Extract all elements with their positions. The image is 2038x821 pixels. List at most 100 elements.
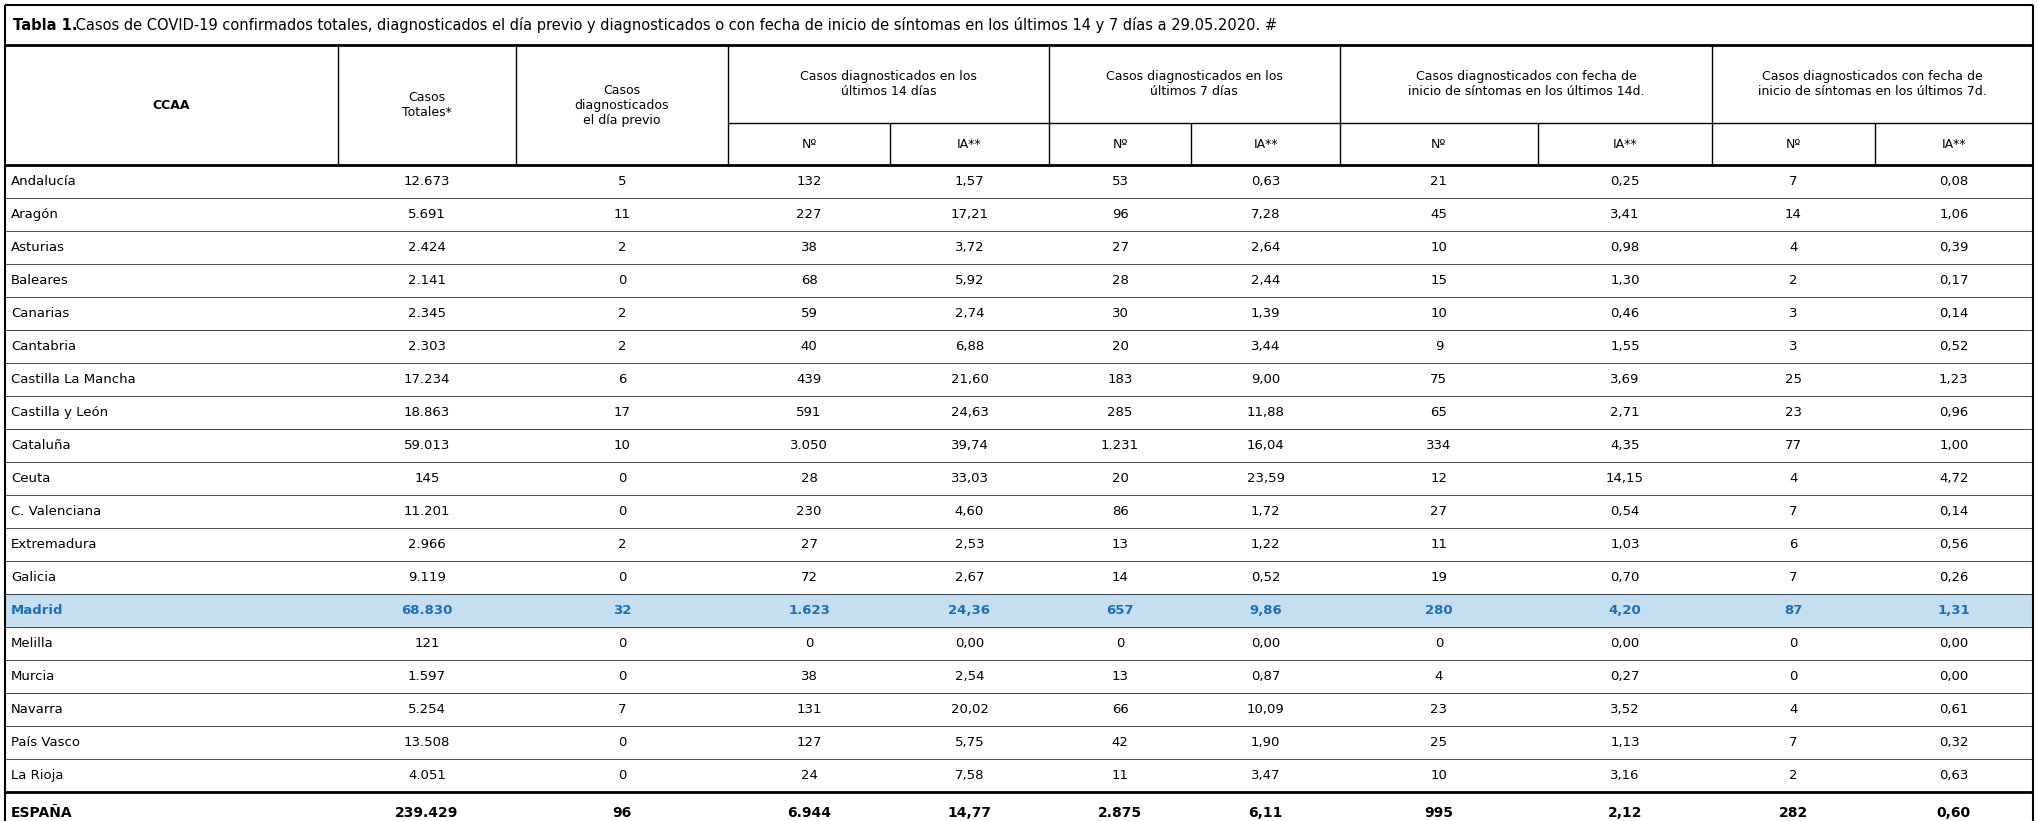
Text: 24,36: 24,36	[948, 604, 990, 617]
Text: 7: 7	[1789, 505, 1798, 518]
Text: 24: 24	[801, 769, 817, 782]
Text: 3: 3	[1789, 307, 1798, 320]
Text: 3,44: 3,44	[1251, 340, 1280, 353]
Text: 42: 42	[1111, 736, 1129, 749]
Text: Melilla: Melilla	[10, 637, 53, 650]
Text: 87: 87	[1783, 604, 1802, 617]
Text: 3,72: 3,72	[954, 241, 984, 254]
Text: 439: 439	[797, 373, 821, 386]
Text: Murcia: Murcia	[10, 670, 55, 683]
Text: 11,88: 11,88	[1247, 406, 1284, 419]
Text: Casos diagnosticados con fecha de
inicio de síntomas en los últimos 7d.: Casos diagnosticados con fecha de inicio…	[1759, 70, 1987, 98]
Text: 4: 4	[1789, 472, 1798, 485]
Text: Casos diagnosticados en los
últimos 14 días: Casos diagnosticados en los últimos 14 d…	[799, 70, 976, 98]
Text: 75: 75	[1431, 373, 1447, 386]
Text: 59: 59	[801, 307, 817, 320]
Text: 0: 0	[618, 637, 626, 650]
Text: 65: 65	[1431, 406, 1447, 419]
Text: 33,03: 33,03	[950, 472, 988, 485]
Text: 27: 27	[801, 538, 817, 551]
Text: Baleares: Baleares	[10, 274, 69, 287]
Text: 25: 25	[1785, 373, 1802, 386]
Text: 2: 2	[618, 340, 626, 353]
Text: 1.231: 1.231	[1101, 439, 1139, 452]
Text: 3.050: 3.050	[791, 439, 827, 452]
Text: 0,00: 0,00	[1610, 637, 1641, 650]
Text: 3,41: 3,41	[1610, 208, 1641, 221]
Text: Nº: Nº	[1785, 137, 1802, 150]
Text: 0,26: 0,26	[1938, 571, 1969, 584]
Text: 14: 14	[1785, 208, 1802, 221]
Text: ESPAÑA: ESPAÑA	[10, 806, 73, 820]
Text: 7: 7	[1789, 175, 1798, 188]
Text: 1,39: 1,39	[1251, 307, 1280, 320]
Text: 0,52: 0,52	[1938, 340, 1969, 353]
Text: 2: 2	[1789, 769, 1798, 782]
Text: 1,55: 1,55	[1610, 340, 1641, 353]
Text: 3,16: 3,16	[1610, 769, 1641, 782]
Text: 7: 7	[1789, 571, 1798, 584]
Text: 2,64: 2,64	[1251, 241, 1280, 254]
Text: Cantabria: Cantabria	[10, 340, 75, 353]
Text: Casos diagnosticados en los
últimos 7 días: Casos diagnosticados en los últimos 7 dí…	[1107, 70, 1282, 98]
Text: 5.691: 5.691	[408, 208, 446, 221]
Text: 45: 45	[1431, 208, 1447, 221]
Text: 0,46: 0,46	[1610, 307, 1641, 320]
Text: 5,75: 5,75	[954, 736, 984, 749]
Text: 2: 2	[618, 538, 626, 551]
Text: 12.673: 12.673	[404, 175, 450, 188]
Text: 39,74: 39,74	[950, 439, 988, 452]
Text: 0,56: 0,56	[1938, 538, 1969, 551]
Text: IA**: IA**	[1942, 137, 1967, 150]
Text: 24,63: 24,63	[950, 406, 988, 419]
Text: 2.966: 2.966	[408, 538, 446, 551]
Text: 0,63: 0,63	[1938, 769, 1969, 782]
Text: 0,27: 0,27	[1610, 670, 1641, 683]
Text: 0,14: 0,14	[1938, 505, 1969, 518]
Text: Casos
Totales*: Casos Totales*	[401, 91, 452, 119]
Text: 5.254: 5.254	[408, 703, 446, 716]
Text: 12: 12	[1431, 472, 1447, 485]
Text: 10,09: 10,09	[1247, 703, 1284, 716]
Text: 7,58: 7,58	[954, 769, 984, 782]
Text: 0: 0	[1117, 637, 1125, 650]
Text: 1,90: 1,90	[1251, 736, 1280, 749]
Text: 591: 591	[797, 406, 821, 419]
Text: 0: 0	[618, 472, 626, 485]
Text: 0,98: 0,98	[1610, 241, 1641, 254]
Text: 16,04: 16,04	[1247, 439, 1284, 452]
Text: Tabla 1.: Tabla 1.	[12, 17, 77, 33]
Text: 38: 38	[801, 670, 817, 683]
Text: 7: 7	[1789, 736, 1798, 749]
Text: 6,11: 6,11	[1249, 806, 1282, 820]
Text: 23: 23	[1431, 703, 1447, 716]
Text: 20: 20	[1111, 340, 1129, 353]
Text: 17: 17	[613, 406, 630, 419]
Text: 3: 3	[1789, 340, 1798, 353]
Text: 334: 334	[1427, 439, 1451, 452]
Text: 280: 280	[1425, 604, 1453, 617]
Text: Nº: Nº	[1431, 137, 1447, 150]
Text: 0: 0	[618, 274, 626, 287]
Text: 2.345: 2.345	[408, 307, 446, 320]
Text: 15: 15	[1431, 274, 1447, 287]
Text: 0: 0	[618, 670, 626, 683]
Text: 68: 68	[801, 274, 817, 287]
Text: 27: 27	[1431, 505, 1447, 518]
Text: 10: 10	[1431, 307, 1447, 320]
Text: 2.141: 2.141	[408, 274, 446, 287]
Bar	[4, 594, 2034, 627]
Text: 0,87: 0,87	[1251, 670, 1280, 683]
Text: Aragón: Aragón	[10, 208, 59, 221]
Text: 0: 0	[1789, 670, 1798, 683]
Text: 11.201: 11.201	[404, 505, 450, 518]
Text: Galicia: Galicia	[10, 571, 57, 584]
Text: 32: 32	[613, 604, 632, 617]
Text: 66: 66	[1111, 703, 1129, 716]
Text: 27: 27	[1111, 241, 1129, 254]
Text: 72: 72	[801, 571, 817, 584]
Text: 0,14: 0,14	[1938, 307, 1969, 320]
Text: 2: 2	[618, 307, 626, 320]
Text: 10: 10	[613, 439, 630, 452]
Text: 38: 38	[801, 241, 817, 254]
